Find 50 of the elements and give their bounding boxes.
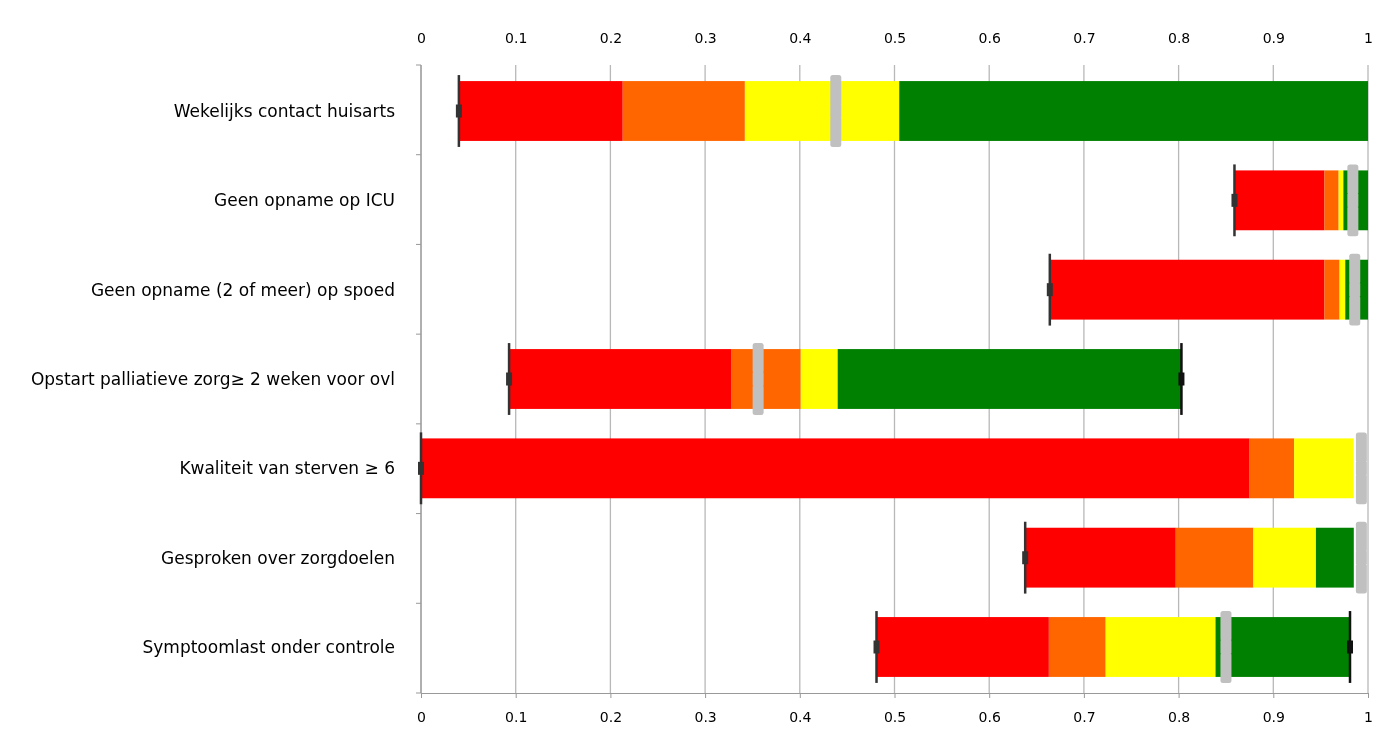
x-tick-label: 0.6 <box>978 30 1001 46</box>
bar <box>1324 259 1340 320</box>
x2-tick-label: 0.9 <box>1262 708 1285 725</box>
bar <box>837 349 1182 409</box>
x2-tick-label: 1 <box>1364 708 1373 725</box>
x-tick-label: 0.3 <box>694 30 717 46</box>
x2-tick-label: 0.8 <box>1167 708 1191 725</box>
x-tick-label: 1 <box>1364 30 1373 46</box>
bar <box>1025 527 1176 588</box>
x2-tick-label: 0.6 <box>978 708 1001 725</box>
bar <box>1105 617 1216 677</box>
x2-tick-label: 0 <box>417 708 426 725</box>
x2-tick-label: 0.4 <box>789 708 812 725</box>
x2-tick-label: 0.7 <box>1073 708 1096 725</box>
x2-tick-label: 0.1 <box>505 708 528 725</box>
bar <box>1175 527 1254 588</box>
x-tick-label: 0.2 <box>599 30 623 46</box>
x2-tick-label: 0.5 <box>883 708 907 725</box>
bar <box>458 81 623 141</box>
bar <box>1249 438 1295 499</box>
y-tick-label: Wekelijks contact huisarts <box>173 101 396 122</box>
y-tick-label: Gesproken over zorgdoelen <box>161 547 395 568</box>
y-tick-label: Symptoomlast onder controle <box>142 636 395 657</box>
x-tick-label: 0.4 <box>789 30 812 46</box>
x-tick-label: 0.7 <box>1073 30 1096 46</box>
y-tick-label: Kwaliteit van sterven ≥ 6 <box>179 458 395 479</box>
bar <box>1324 170 1339 231</box>
y-tick-label: Geen opname op ICU <box>214 190 395 211</box>
bar <box>421 438 1250 499</box>
x-tick-label: 0.1 <box>505 30 528 46</box>
y-tick-label: Geen opname (2 of meer) op spoed <box>90 279 395 300</box>
bar <box>1253 527 1316 588</box>
x-tick-label: 0 <box>417 30 426 46</box>
bar <box>1048 617 1106 677</box>
x-tick-label: 0.5 <box>883 30 907 46</box>
bar <box>1315 527 1354 588</box>
bar <box>1294 438 1354 499</box>
x-tick-label: 0.8 <box>1167 30 1191 46</box>
bar <box>1049 259 1325 320</box>
x-tick-label: 0.9 <box>1262 30 1285 46</box>
bar <box>744 81 900 141</box>
bar <box>899 81 1368 141</box>
x2-tick-label: 0.2 <box>599 708 623 725</box>
bar <box>622 81 745 141</box>
bar <box>800 349 838 409</box>
bar <box>1234 170 1325 231</box>
x2-tick-label: 0.3 <box>694 708 717 725</box>
bar <box>876 617 1049 677</box>
bar <box>509 349 732 409</box>
y-tick-label: Opstart palliatieve zorg≥ 2 weken voor ovl <box>30 369 395 389</box>
